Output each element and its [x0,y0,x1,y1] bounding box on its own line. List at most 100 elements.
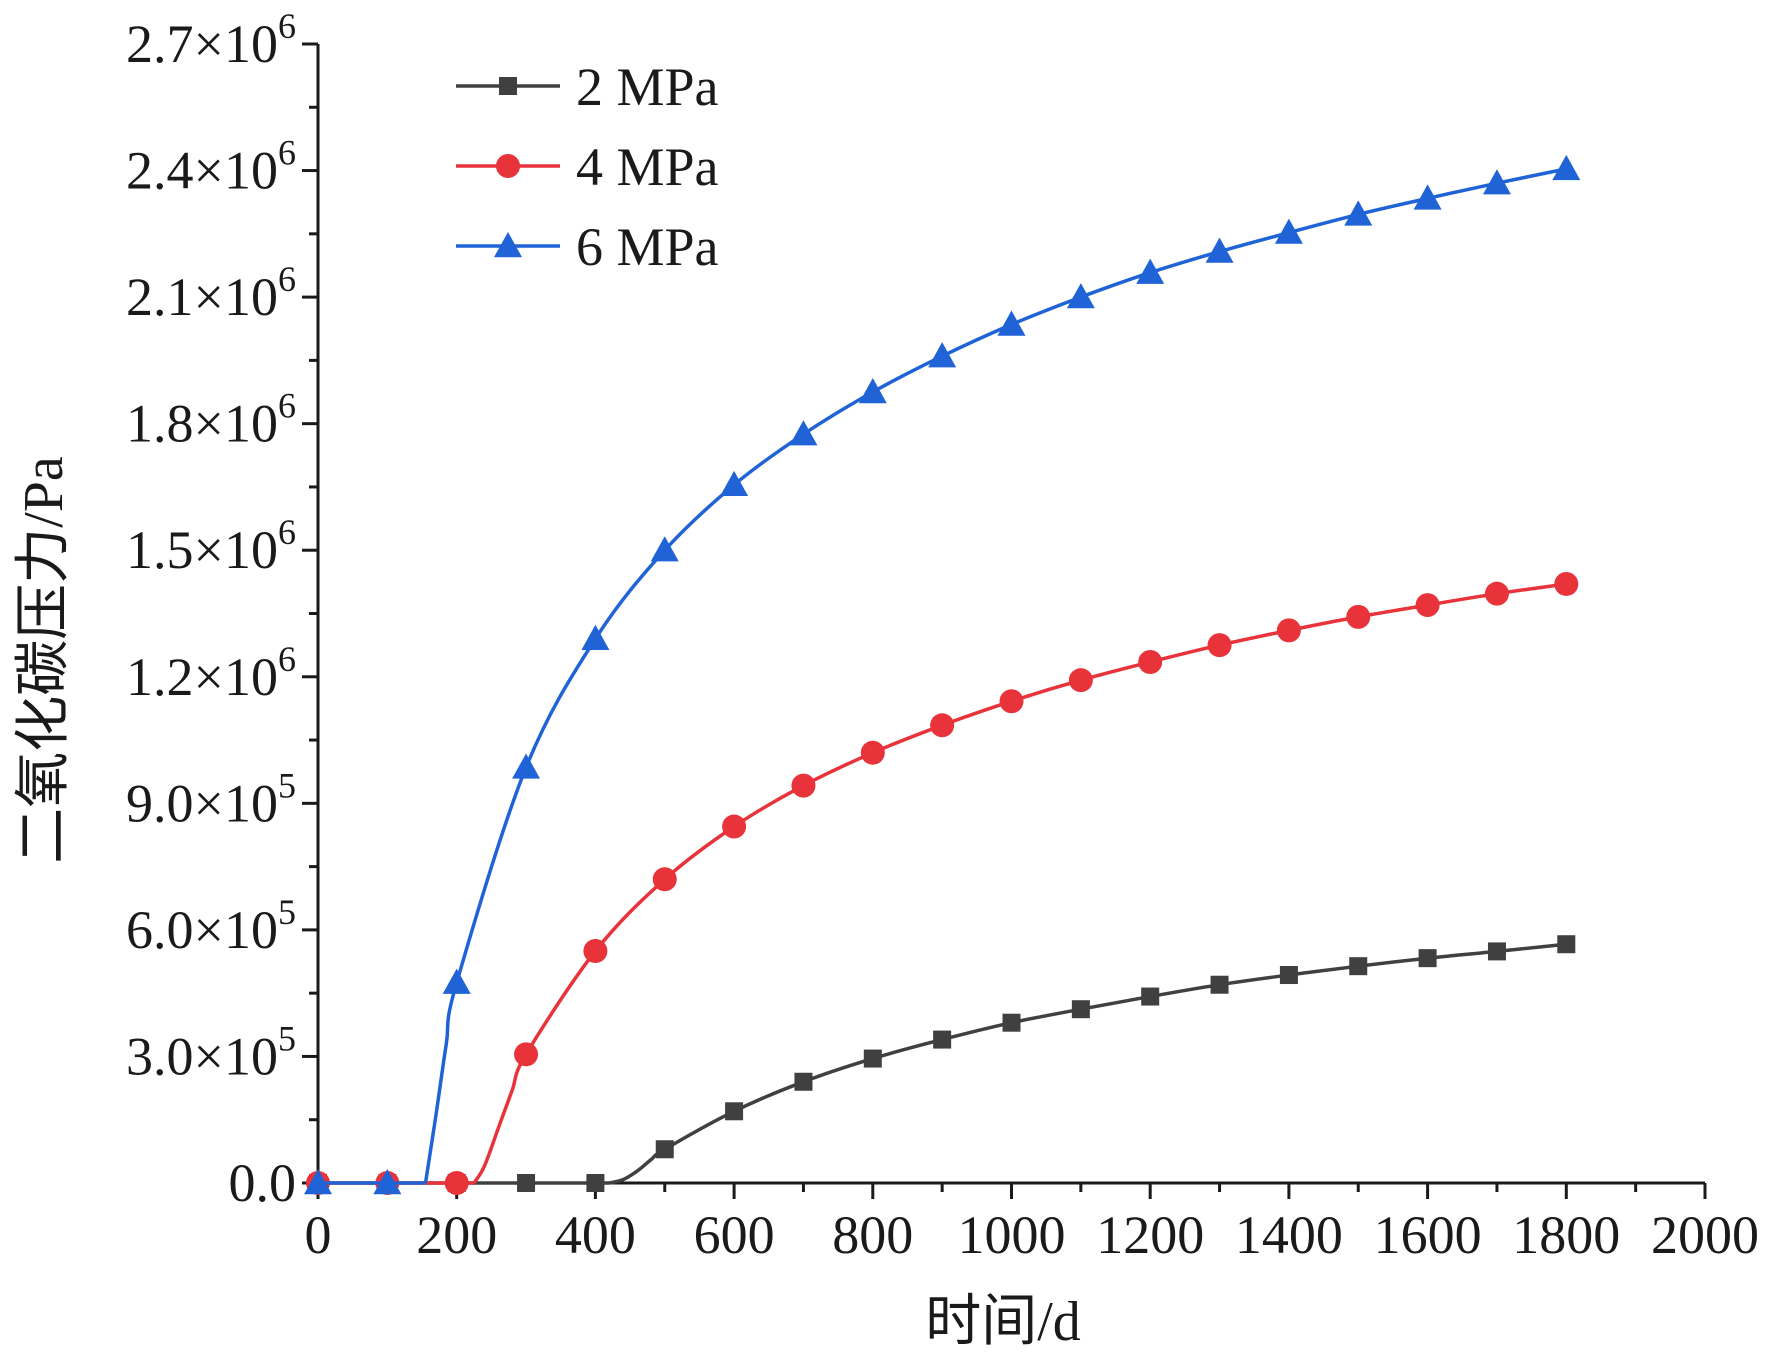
x-tick-label: 1400 [1235,1205,1343,1265]
data-point [933,1030,952,1049]
y-tick-exponent: 5 [278,1018,296,1058]
data-point [1554,571,1579,596]
y-tick-label: 2.1×106 [126,259,296,327]
y-tick-label: 1.2×106 [126,639,296,707]
series-6-mpa [304,154,1581,1195]
legend-item: 4 MPa [456,137,719,197]
data-point [794,1072,813,1091]
data-point [517,1174,536,1192]
data-point [655,1140,674,1159]
data-point [1138,650,1163,675]
y-tick-exponent: 5 [278,892,296,932]
data-point [304,1169,332,1195]
legend-label: 2 MPa [576,57,719,117]
data-point [1068,668,1093,693]
data-point [1557,935,1576,954]
data-point [863,1049,882,1068]
y-tick-label: 2.4×106 [126,133,296,201]
data-point [999,689,1024,714]
x-tick-label: 400 [555,1205,636,1265]
data-point [789,420,818,446]
series-group [304,154,1581,1195]
data-point [1276,618,1301,643]
data-point [1066,283,1095,309]
y-tick-exponent: 6 [278,133,296,173]
y-tick-label: 9.0×105 [126,765,296,833]
y-tick-label: 0.0 [229,1153,297,1213]
data-point [1487,942,1506,961]
axis-titles: 时间/d 二氧化碳压力/Pa [13,456,1081,1353]
data-point [1552,154,1581,181]
data-point [928,342,957,368]
data-point [514,1042,539,1067]
legend-item: 2 MPa [456,57,719,117]
data-point [652,867,677,892]
y-tick-exponent: 5 [278,765,296,805]
data-point [1210,975,1229,994]
data-point [1484,581,1509,606]
x-axis-title: 时间/d [925,1291,1081,1353]
data-point [444,1171,469,1195]
data-point [1274,218,1303,244]
data-point [650,536,679,562]
data-point [1002,1013,1021,1032]
x-tick-label: 600 [694,1205,775,1265]
series-line [472,582,1567,1184]
y-tick-exponent: 6 [278,259,296,299]
data-point [581,624,610,651]
data-point [997,310,1026,336]
data-point [586,1174,605,1192]
data-point [1279,966,1298,985]
legend: 2 MPa 4 MPa 6 MPa [456,57,719,277]
y-tick-exponent: 6 [278,6,296,46]
data-point [720,470,749,497]
data-point [1141,987,1160,1006]
data-point [858,378,887,404]
series-line [423,167,1567,1184]
data-point [725,1102,744,1121]
y-tick-exponent: 6 [278,639,296,679]
legend-item: 6 MPa [456,217,719,277]
data-point [1482,169,1511,195]
y-tick-exponent: 6 [278,386,296,426]
legend-label: 6 MPa [576,217,719,277]
x-tick-label: 2000 [1651,1205,1759,1265]
x-tick-label: 1800 [1512,1205,1620,1265]
data-point [1207,633,1232,658]
data-point [722,814,747,839]
data-point [1346,604,1371,629]
y-tick-label: 2.7×106 [126,6,296,74]
data-point [1205,237,1234,263]
x-tick-label: 1000 [958,1205,1066,1265]
x-tick-label: 1200 [1096,1205,1204,1265]
series-line [608,942,1567,1185]
data-point [930,713,955,738]
data-point [860,740,885,765]
data-point [373,1169,402,1195]
legend-marker [494,232,522,258]
data-point [583,938,608,963]
data-point [1071,1000,1090,1019]
x-tick-label: 800 [832,1205,913,1265]
data-point [1344,200,1373,226]
y-tick-exponent: 6 [278,512,296,552]
legend-marker [499,77,517,95]
y-tick-label: 3.0×105 [126,1018,296,1086]
series-4-mpa [306,571,1579,1195]
data-point [1349,957,1368,976]
data-point [442,968,471,994]
data-point [791,773,816,798]
y-tick-label: 1.5×106 [126,512,296,580]
data-point [1415,593,1440,618]
x-tick-label: 0 [305,1205,332,1265]
data-point [512,753,541,779]
data-point [1136,258,1165,284]
y-tick-label: 6.0×105 [126,892,296,960]
data-point [1413,184,1442,210]
legend-marker [496,154,520,178]
x-tick-label: 200 [416,1205,497,1265]
legend-label: 4 MPa [576,137,719,197]
data-point [1418,949,1437,968]
